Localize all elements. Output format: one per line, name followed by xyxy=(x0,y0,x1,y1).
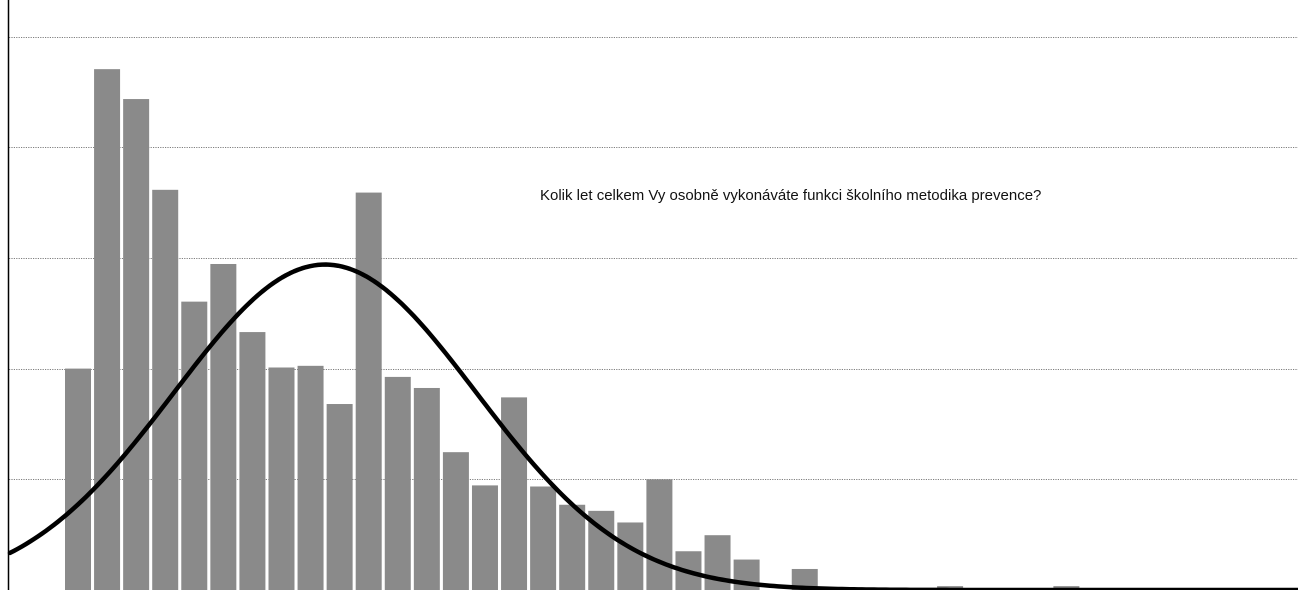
bar-14 xyxy=(442,452,469,590)
bar-20 xyxy=(617,522,644,590)
bar-8 xyxy=(268,367,295,590)
bar-1 xyxy=(65,368,91,590)
bar-12 xyxy=(384,376,411,590)
bar-9 xyxy=(297,365,324,590)
bar-26 xyxy=(791,568,818,590)
bar-13 xyxy=(413,387,440,590)
bar-17 xyxy=(530,486,557,590)
bar-5 xyxy=(181,301,208,590)
chart-title: Kolik let celkem Vy osobně vykonáváte fu… xyxy=(540,187,1041,204)
bar-layer xyxy=(65,69,1080,590)
bar-18 xyxy=(559,504,586,590)
bar-6 xyxy=(210,263,237,590)
normal-fit-curve xyxy=(7,262,1298,590)
bar-3 xyxy=(123,99,150,590)
bar-15 xyxy=(471,485,498,590)
bar-10 xyxy=(326,404,353,590)
bar-7 xyxy=(239,332,266,590)
bar-21 xyxy=(646,479,673,590)
bar-11 xyxy=(355,192,382,590)
bar-2 xyxy=(94,69,121,590)
